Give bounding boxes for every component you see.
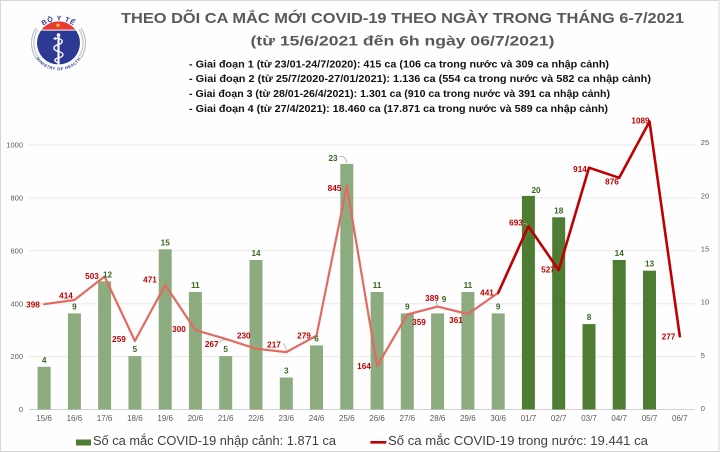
svg-text:5: 5 bbox=[133, 345, 138, 354]
svg-text:(từ 15/6/2021 đến 6h ngày 06/7: (từ 15/6/2021 đến 6h ngày 06/7/2021) bbox=[251, 33, 555, 49]
svg-text:THEO DÕI CA MẮC MỚI COVID-19 T: THEO DÕI CA MẮC MỚI COVID-19 THEO NGÀY T… bbox=[121, 9, 684, 27]
svg-text:0: 0 bbox=[701, 404, 705, 413]
svg-text:279: 279 bbox=[297, 332, 311, 341]
svg-text:361: 361 bbox=[449, 316, 463, 325]
svg-text:277: 277 bbox=[662, 333, 676, 342]
svg-text:6: 6 bbox=[314, 334, 319, 343]
svg-text:21/6: 21/6 bbox=[218, 414, 234, 423]
svg-text:27/6: 27/6 bbox=[400, 414, 416, 423]
svg-text:18/6: 18/6 bbox=[127, 414, 143, 423]
svg-text:398: 398 bbox=[26, 301, 40, 310]
svg-text:441: 441 bbox=[480, 289, 494, 298]
svg-text:03/7: 03/7 bbox=[581, 414, 597, 423]
svg-text:9: 9 bbox=[496, 302, 501, 311]
svg-text:471: 471 bbox=[143, 276, 157, 285]
svg-text:800: 800 bbox=[10, 194, 23, 203]
svg-text:15/6: 15/6 bbox=[36, 414, 52, 423]
svg-text:19/6: 19/6 bbox=[157, 414, 173, 423]
svg-text:13: 13 bbox=[645, 260, 655, 269]
svg-text:20: 20 bbox=[701, 191, 709, 200]
svg-text:22/6: 22/6 bbox=[248, 414, 264, 423]
svg-text:04/7: 04/7 bbox=[611, 414, 627, 423]
svg-text:- Giai đoạn 1 (từ 23/01-24/7/2: - Giai đoạn 1 (từ 23/01-24/7/2020): 415 … bbox=[189, 59, 609, 70]
svg-text:400: 400 bbox=[10, 299, 23, 308]
svg-text:14: 14 bbox=[251, 249, 261, 258]
svg-text:06/7: 06/7 bbox=[672, 414, 688, 423]
svg-text:217: 217 bbox=[267, 340, 281, 349]
svg-text:414: 414 bbox=[59, 292, 73, 301]
svg-text:23/6: 23/6 bbox=[279, 414, 295, 423]
svg-text:9: 9 bbox=[72, 302, 77, 311]
svg-text:11: 11 bbox=[373, 281, 382, 290]
svg-text:- Giai đoạn 2 (từ 25/7/2020-27: - Giai đoạn 2 (từ 25/7/2020-27/01/2021):… bbox=[189, 74, 651, 85]
svg-text:230: 230 bbox=[237, 332, 251, 341]
svg-text:- Giai đoạn 3 (từ 28/01-26/4/2: - Giai đoạn 3 (từ 28/01-26/4/2021): 1.30… bbox=[189, 89, 610, 100]
svg-text:25: 25 bbox=[701, 138, 709, 147]
svg-text:12: 12 bbox=[103, 270, 113, 279]
svg-text:05/7: 05/7 bbox=[642, 414, 658, 423]
svg-text:3: 3 bbox=[284, 367, 289, 376]
svg-text:Số ca mắc COVID-19 nhập cảnh:: Số ca mắc COVID-19 nhập cảnh: 1.871 ca bbox=[93, 433, 336, 448]
svg-text:24/6: 24/6 bbox=[309, 414, 325, 423]
svg-text:01/7: 01/7 bbox=[521, 414, 537, 423]
svg-text:503: 503 bbox=[85, 272, 99, 281]
svg-text:600: 600 bbox=[10, 246, 23, 255]
svg-text:23: 23 bbox=[328, 154, 338, 163]
svg-text:20/6: 20/6 bbox=[188, 414, 204, 423]
svg-text:914: 914 bbox=[573, 165, 587, 174]
svg-text:10: 10 bbox=[701, 298, 709, 307]
svg-text:5: 5 bbox=[223, 345, 228, 354]
svg-text:9: 9 bbox=[405, 302, 410, 311]
svg-text:18: 18 bbox=[554, 206, 564, 215]
svg-text:9: 9 bbox=[442, 295, 447, 304]
svg-text:14: 14 bbox=[615, 249, 625, 258]
svg-text:17/6: 17/6 bbox=[97, 414, 113, 423]
svg-text:30/6: 30/6 bbox=[490, 414, 506, 423]
svg-text:300: 300 bbox=[172, 325, 186, 334]
svg-text:845: 845 bbox=[328, 184, 342, 193]
svg-text:- Giai đoạn 4 (từ 27/4/2021):: - Giai đoạn 4 (từ 27/4/2021): 18.460 ca … bbox=[189, 104, 608, 115]
svg-text:1089: 1089 bbox=[631, 116, 650, 125]
svg-text:11: 11 bbox=[464, 281, 473, 290]
svg-text:8: 8 bbox=[587, 313, 592, 322]
svg-text:200: 200 bbox=[10, 352, 23, 361]
svg-text:1000: 1000 bbox=[6, 141, 23, 150]
svg-text:11: 11 bbox=[191, 281, 200, 290]
svg-text:16/6: 16/6 bbox=[67, 414, 83, 423]
svg-text:359: 359 bbox=[412, 318, 426, 327]
svg-text:693: 693 bbox=[509, 219, 523, 228]
svg-text:267: 267 bbox=[205, 340, 219, 349]
svg-text:15: 15 bbox=[161, 238, 171, 247]
svg-text:527: 527 bbox=[541, 266, 555, 275]
svg-text:Số ca mắc COVID-19 trong nước:: Số ca mắc COVID-19 trong nước: 19.441 ca bbox=[388, 433, 648, 448]
svg-text:164: 164 bbox=[357, 362, 371, 371]
svg-text:15: 15 bbox=[701, 245, 709, 254]
svg-text:5: 5 bbox=[701, 351, 705, 360]
svg-text:259: 259 bbox=[112, 335, 126, 344]
svg-text:BỘ Y TẾ: BỘ Y TẾ bbox=[41, 14, 78, 27]
svg-text:876: 876 bbox=[605, 178, 619, 187]
svg-text:389: 389 bbox=[425, 294, 439, 303]
svg-text:4: 4 bbox=[42, 356, 47, 365]
svg-text:02/7: 02/7 bbox=[551, 414, 567, 423]
svg-text:25/6: 25/6 bbox=[339, 414, 355, 423]
svg-text:28/6: 28/6 bbox=[430, 414, 446, 423]
svg-text:20: 20 bbox=[531, 186, 541, 195]
svg-text:0: 0 bbox=[19, 405, 23, 414]
svg-text:29/6: 29/6 bbox=[460, 414, 476, 423]
svg-text:26/6: 26/6 bbox=[369, 414, 385, 423]
